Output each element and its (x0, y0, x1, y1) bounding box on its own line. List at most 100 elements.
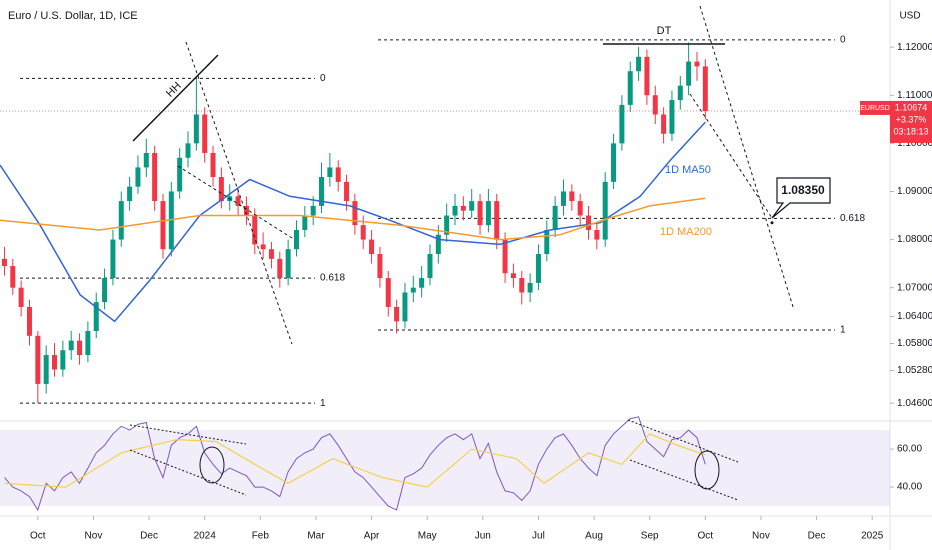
candle-body (552, 205, 558, 230)
y-tick-label: 1.11000 (897, 90, 932, 101)
x-tick-label: Feb (252, 531, 270, 542)
dt-label: DT (657, 25, 672, 37)
candle-body (677, 85, 683, 101)
candle-body (402, 292, 408, 322)
rsi-tick-label: 40.00 (897, 482, 922, 493)
rsi-channel-line (129, 449, 247, 496)
y-tick-label: 1.09000 (897, 186, 932, 197)
candle-body (1, 258, 7, 267)
moving-average (0, 197, 706, 241)
candle-body (43, 355, 49, 384)
candle-body (85, 330, 91, 356)
candle-body (293, 229, 299, 250)
x-tick-label: 2025 (861, 531, 884, 542)
candle-body (385, 278, 391, 307)
x-tick-label: Mar (307, 531, 325, 542)
y-tick-label: 1.12000 (897, 42, 932, 53)
x-tick-label: May (418, 531, 437, 542)
symbol-tag (860, 100, 890, 115)
candle-body (35, 335, 41, 384)
candle-body (485, 201, 491, 226)
candle-body (235, 196, 241, 206)
rsi-circle (199, 446, 225, 484)
candle-body (619, 104, 625, 144)
candle-body (335, 167, 341, 182)
x-tick-label: 2024 (194, 531, 217, 542)
candle-body (510, 273, 516, 279)
rsi-line (4, 416, 706, 512)
x-tick-label: Sep (641, 531, 659, 542)
candle-body (268, 249, 274, 259)
candle-body (160, 201, 166, 250)
candle-body (560, 191, 566, 206)
y-tick-label: 1.07000 (897, 282, 932, 293)
fib-level-label: 1 (320, 398, 326, 409)
candle-body (410, 287, 416, 293)
y-tick-label: 1.06400 (897, 311, 932, 322)
x-tick-label: Dec (808, 531, 826, 542)
last-change: +3.37% (896, 114, 927, 124)
candle-body (452, 205, 458, 216)
x-tick-label: Dec (140, 531, 158, 542)
y-tick-label: 1.05800 (897, 338, 932, 349)
fib-level-label: 0.618 (840, 213, 865, 224)
candle-body (502, 239, 508, 274)
channel-line (177, 165, 293, 239)
candle-body (611, 143, 617, 182)
candle-body (535, 254, 541, 283)
candle-body (577, 201, 583, 216)
candle-body (544, 229, 550, 255)
y-tick-label: 1.04600 (897, 398, 932, 409)
y-tick-label: 1.10000 (897, 138, 932, 149)
candles (1, 42, 708, 404)
candle-body (636, 56, 642, 72)
fib-level-label: 0 (320, 73, 326, 84)
ma-label: 1D MA200 (660, 226, 712, 238)
x-tick-label: Nov (85, 531, 103, 542)
candle-body (652, 95, 658, 115)
candle-body (68, 340, 74, 351)
candle-body (26, 306, 32, 336)
rsi-pane: 60.00 40.00 (0, 416, 922, 512)
channel-line (689, 93, 773, 219)
chart-title: Euro / U.S. Dollar, 1D, ICE (8, 10, 138, 22)
indicator-lines: 1D MA50 1D MA200 (0, 121, 712, 323)
candle-body (260, 244, 266, 250)
candle-body (686, 61, 692, 86)
target-label: 1.08350 (781, 183, 825, 197)
candle-body (319, 177, 325, 206)
candle-body (243, 205, 249, 216)
target-point (770, 221, 774, 225)
candle-body (143, 152, 149, 168)
channel-line (185, 41, 293, 345)
candle-body (527, 282, 533, 293)
candle-body (702, 66, 708, 112)
y-tick-label: 1.08000 (897, 234, 932, 245)
candle-body (519, 278, 525, 293)
last-price: 1.10674 (895, 102, 928, 112)
candle-body (252, 215, 258, 245)
candle-body (118, 201, 124, 240)
rsi-circle (694, 450, 720, 490)
fib-level-label: 0 (840, 35, 846, 46)
hh-trendline (132, 54, 219, 142)
rsi-tick-label: 60.00 (897, 444, 922, 455)
candle-body (369, 239, 375, 255)
candle-body (377, 254, 383, 279)
candle-body (302, 215, 308, 230)
last-symbol: EURUSD (860, 105, 890, 112)
x-tick-label: Nov (752, 531, 770, 542)
candle-body (394, 306, 400, 322)
candle-body (477, 201, 483, 226)
candle-body (627, 71, 633, 105)
candle-body (93, 302, 99, 331)
candle-body (110, 239, 116, 279)
candle-body (352, 201, 358, 226)
axes: 1.04600 1.05280 1.05800 1.06400 1.07000 1.080… (0, 42, 932, 542)
price-tag (890, 100, 932, 143)
candle-body (193, 114, 199, 144)
x-tick-label: Oct (30, 531, 46, 542)
x-tick-label: Aug (585, 531, 603, 542)
